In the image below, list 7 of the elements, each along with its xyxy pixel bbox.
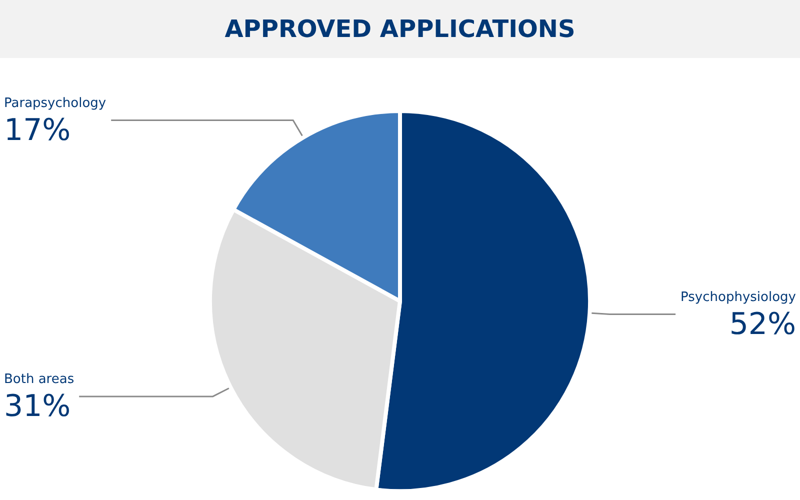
- slice-label: Psychophysiology: [680, 290, 796, 305]
- slice-label: Parapsychology: [4, 96, 106, 111]
- data-label: 31%: [4, 388, 71, 424]
- data-label: 52%: [729, 306, 796, 342]
- chart-title: APPROVED APPLICATIONS: [0, 0, 800, 58]
- data-label: 17%: [4, 112, 71, 148]
- slice-label: Both areas: [4, 372, 74, 387]
